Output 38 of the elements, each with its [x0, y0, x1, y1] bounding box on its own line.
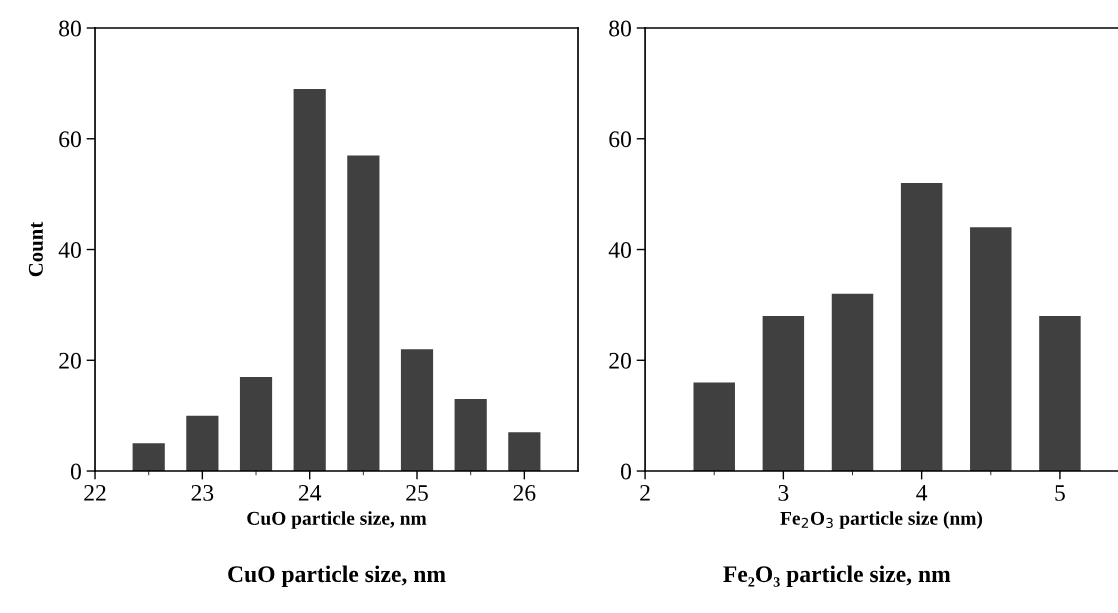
x-axis-title: CuO particle size, nm: [247, 511, 427, 529]
x-tick-label: 3: [778, 484, 789, 501]
x-axis-title: Fe$_{2}$O$_{3}$ particle size (nm): [780, 511, 983, 529]
bar: [508, 432, 541, 472]
x-tick-label: 26: [513, 484, 536, 501]
x-tick-label: 25: [406, 484, 428, 501]
bar: [970, 227, 1012, 472]
y-tick-label: 60: [609, 131, 631, 148]
text: CuO particle size, nm: [228, 565, 446, 587]
y-tick-label: 40: [608, 242, 631, 258]
y-tick-label: 40: [58, 242, 81, 258]
bar: [454, 399, 487, 472]
text: Fe₂O₃ particle size, nm: [723, 565, 951, 587]
bar: [239, 376, 273, 472]
y-tick-label: 20: [609, 352, 631, 369]
bar: [293, 88, 326, 472]
bar: [186, 415, 219, 472]
x-tick-label: 4: [916, 485, 928, 501]
bar: [693, 382, 735, 472]
y-tick-label: 0: [620, 463, 631, 480]
x-tick-label: 22: [84, 484, 106, 501]
bar: [762, 315, 805, 472]
x-tick-label: 23: [191, 484, 214, 501]
y-tick-label: 60: [59, 131, 81, 148]
y-axis-title: Count: [28, 221, 43, 277]
x-tick-label: 24: [298, 484, 322, 501]
x-tick-label: 5: [1055, 485, 1065, 501]
bar: [347, 155, 380, 472]
y-tick-label: 80: [59, 20, 81, 37]
y-tick-label: 80: [609, 20, 631, 37]
bar: [400, 349, 434, 472]
y-tick-label: 0: [70, 463, 81, 480]
bar: [831, 293, 874, 472]
y-tick-label: 20: [59, 352, 81, 369]
bar: [132, 443, 165, 472]
x-tick-label: 2: [640, 484, 650, 501]
bar: [1039, 315, 1081, 472]
bar: [900, 183, 943, 472]
